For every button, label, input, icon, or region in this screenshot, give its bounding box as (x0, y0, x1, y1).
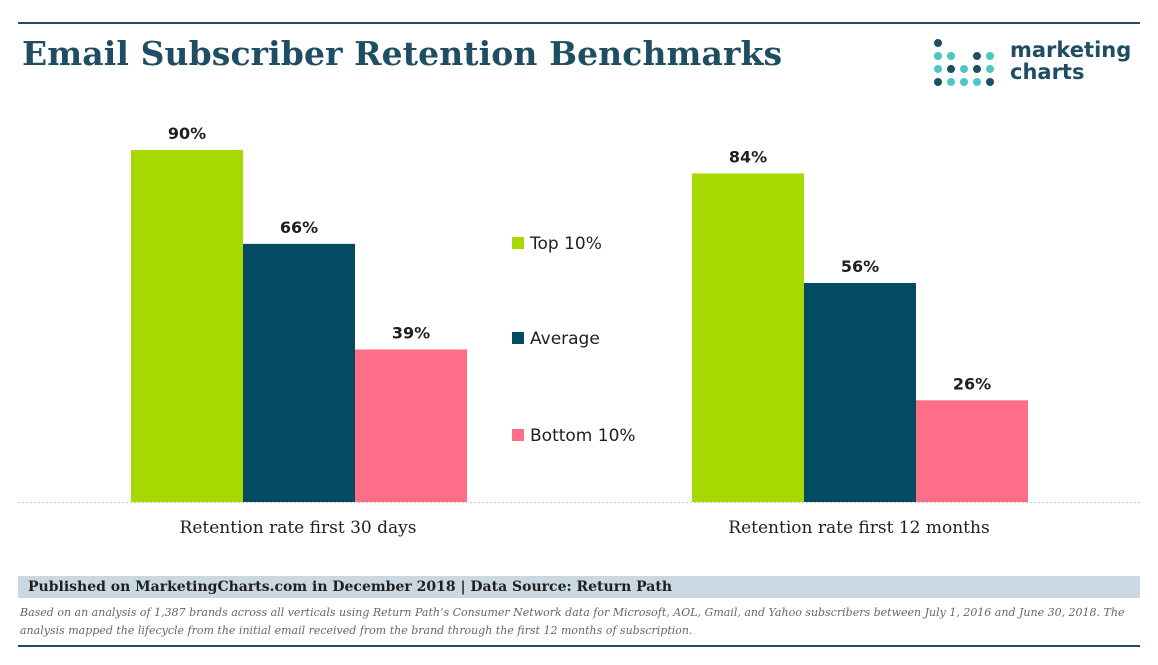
data-label: 26% (953, 374, 991, 393)
top-rule (18, 22, 1140, 24)
bar-top-10--2 (692, 173, 804, 502)
data-label: 39% (392, 323, 430, 342)
methodology-footnote: Based on an analysis of 1,387 brands acr… (20, 606, 1125, 637)
marketingcharts-logo: marketing charts (932, 37, 1142, 93)
bar-bottom-10--2 (916, 400, 1028, 502)
bar-bottom-10--1 (355, 349, 467, 502)
legend-swatch-bottom-10- (512, 429, 524, 441)
legend-swatch-top-10- (512, 237, 524, 249)
category-label: Retention rate first 30 days (180, 518, 417, 538)
legend-label: Average (530, 329, 600, 349)
legend-label: Top 10% (529, 234, 602, 254)
chart-title: Email Subscriber Retention Benchmarks (22, 34, 783, 73)
logo-text: marketing charts (1010, 39, 1131, 83)
data-label: 90% (168, 124, 206, 143)
category-label: Retention rate first 12 months (728, 518, 989, 538)
bar-top-10--1 (131, 150, 243, 502)
data-label: 84% (729, 147, 767, 166)
data-label: 66% (280, 218, 318, 237)
logo-text-line1: marketing (1010, 38, 1132, 62)
bottom-rule (18, 645, 1140, 647)
legend-label: Bottom 10% (530, 426, 636, 446)
data-label: 56% (841, 257, 879, 276)
legend-swatch-average (512, 332, 524, 344)
bar-average-1 (243, 243, 355, 502)
logo-dots-icon (934, 39, 994, 86)
logo-text-line2: charts (1010, 60, 1085, 84)
bar-average-2 (804, 282, 916, 502)
source-bar: Published on MarketingCharts.com in Dece… (18, 576, 1140, 598)
